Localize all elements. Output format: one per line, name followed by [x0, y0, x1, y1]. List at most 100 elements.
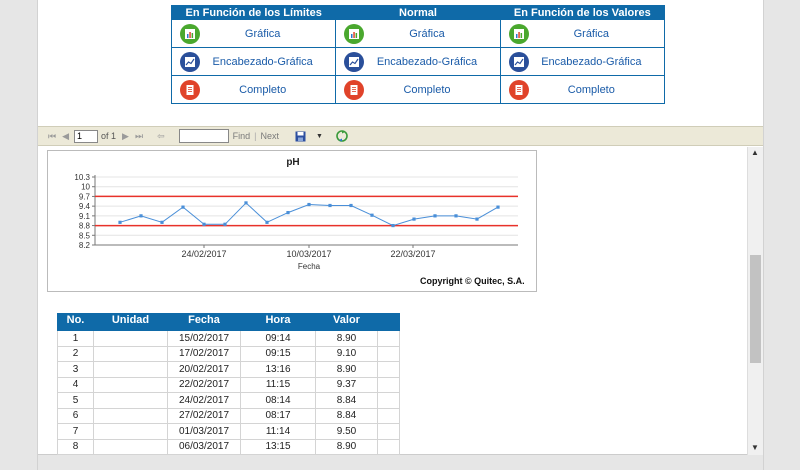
cell-no: 7 — [57, 423, 94, 440]
data-point — [328, 203, 332, 208]
table-row: 8 06/03/2017 13:15 8.90 — [57, 438, 400, 455]
data-point — [454, 214, 458, 218]
full-report-icon[interactable] — [508, 79, 529, 100]
cell-valor: 9.50 — [315, 423, 378, 440]
column-header-no: No. — [57, 313, 94, 331]
chart-report-icon[interactable] — [180, 23, 200, 44]
header-chart-icon[interactable] — [508, 51, 529, 72]
last-page-icon[interactable]: ⏭ — [134, 130, 144, 141]
table-row: 4 22/02/2017 11:15 9.37 — [57, 376, 400, 393]
data-point — [391, 223, 395, 228]
menu-link-limites[interactable]: Encabezado-Gráfica — [212, 55, 313, 68]
header-chart-icon[interactable] — [180, 51, 200, 72]
y-tick-label: 8.5 — [79, 231, 91, 240]
measurements-table: No. Unidad Fecha Hora Valor 1 15/02/2017 0… — [57, 313, 400, 455]
data-point — [160, 220, 164, 224]
cell-unidad — [93, 423, 168, 440]
y-tick-label: 8.2 — [79, 241, 91, 250]
menu-link-valores[interactable]: Gráfica — [573, 27, 610, 40]
find-link[interactable]: Find — [232, 131, 251, 141]
y-tick-label: 9.1 — [79, 212, 91, 221]
menu-cell-valores[interactable]: Encabezado-Gráfica — [499, 47, 666, 76]
y-tick-label: 9.7 — [79, 192, 91, 201]
find-input[interactable] — [178, 129, 229, 143]
menu-cell-limites[interactable]: Encabezado-Gráfica — [170, 47, 337, 76]
cell-extra — [377, 330, 400, 347]
data-point — [412, 217, 416, 221]
page-number-input[interactable] — [74, 129, 99, 143]
data-point — [496, 205, 500, 209]
menu-link-valores[interactable]: Completo — [567, 83, 615, 96]
menu-cell-normal[interactable]: Completo — [335, 75, 501, 104]
menu-cell-limites[interactable]: Completo — [170, 75, 337, 104]
menu-cell-valores[interactable]: Completo — [499, 75, 666, 104]
data-point — [349, 203, 353, 208]
scroll-up-arrow-icon[interactable]: ▲ — [751, 148, 759, 157]
cell-unidad — [93, 392, 168, 409]
cell-unidad — [93, 376, 168, 393]
y-tick-label: 10.3 — [74, 173, 90, 182]
menu-link-normal[interactable]: Gráfica — [409, 27, 445, 40]
back-icon[interactable]: ⇦ — [157, 130, 165, 141]
chart-report-icon[interactable] — [508, 23, 529, 44]
cell-fecha: 17/02/2017 — [167, 345, 241, 362]
chart-report-icon[interactable] — [344, 23, 365, 44]
full-report-icon[interactable] — [344, 79, 365, 100]
cell-extra — [377, 392, 400, 409]
next-link[interactable]: Next — [260, 131, 279, 141]
cell-extra — [377, 407, 400, 424]
previous-page-icon[interactable]: ◀ — [62, 130, 70, 141]
data-point — [286, 211, 290, 215]
cell-valor: 8.90 — [315, 361, 378, 378]
column-header-extra — [377, 313, 400, 331]
menu-link-limites[interactable]: Completo — [239, 83, 287, 96]
data-point — [244, 201, 248, 205]
header-chart-icon[interactable] — [344, 51, 365, 72]
table-row: 7 01/03/2017 11:14 9.50 — [57, 423, 400, 440]
cell-valor: 9.37 — [315, 376, 378, 393]
menu-link-limites[interactable]: Gráfica — [244, 27, 281, 40]
export-dropdown-icon[interactable]: ▼ — [316, 132, 323, 140]
y-tick-label: 9.4 — [79, 202, 91, 211]
scrollbar-thumb[interactable] — [750, 255, 761, 363]
menu-link-normal[interactable]: Encabezado-Gráfica — [376, 55, 478, 68]
cell-extra — [377, 361, 400, 378]
x-tick-label: 10/03/2017 — [286, 249, 331, 259]
vertical-scrollbar[interactable]: ▲ ▼ — [747, 147, 763, 455]
menu-link-normal[interactable]: Completo — [403, 83, 451, 96]
cell-fecha: 22/02/2017 — [167, 376, 241, 393]
cell-fecha: 01/03/2017 — [167, 423, 241, 440]
menu-link-valores[interactable]: Encabezado-Gráfica — [541, 55, 642, 68]
column-header-hora: Hora — [240, 313, 316, 331]
menu-cell-normal[interactable]: Gráfica — [335, 19, 501, 48]
cell-hora: 09:14 — [240, 330, 316, 347]
menu-cell-normal[interactable]: Encabezado-Gráfica — [335, 47, 501, 76]
bottom-margin — [38, 455, 763, 470]
cell-hora: 11:14 — [240, 423, 316, 440]
export-icon[interactable] — [295, 131, 306, 142]
first-page-icon[interactable]: ⏮ — [48, 130, 57, 141]
data-point — [223, 222, 227, 226]
cell-valor: 8.84 — [315, 392, 378, 409]
cell-fecha: 06/03/2017 — [167, 438, 241, 455]
table-row: 1 15/02/2017 09:14 8.90 — [57, 330, 400, 347]
y-tick-label: 8.8 — [79, 222, 91, 231]
menu-cell-valores[interactable]: Gráfica — [499, 19, 666, 48]
copyright-label: Copyright © Quitec, S.A. — [420, 276, 525, 286]
table-row: 3 20/02/2017 13:16 8.90 — [57, 361, 400, 378]
refresh-icon[interactable] — [336, 130, 348, 142]
data-point — [202, 222, 206, 226]
cell-no: 3 — [57, 361, 94, 378]
full-report-icon[interactable] — [180, 79, 200, 100]
column-header-unidad: Unidad — [93, 313, 168, 331]
next-page-icon[interactable]: ▶ — [122, 130, 129, 141]
chart-title: pH — [286, 157, 299, 168]
cell-no: 4 — [57, 376, 94, 393]
cell-hora: 13:15 — [240, 438, 316, 455]
menu-cell-limites[interactable]: Gráfica — [170, 19, 337, 48]
cell-extra — [377, 423, 400, 440]
scroll-down-arrow-icon[interactable]: ▼ — [751, 443, 759, 452]
column-header-valor: Valor — [315, 313, 378, 331]
x-tick-label: 22/03/2017 — [390, 249, 435, 259]
